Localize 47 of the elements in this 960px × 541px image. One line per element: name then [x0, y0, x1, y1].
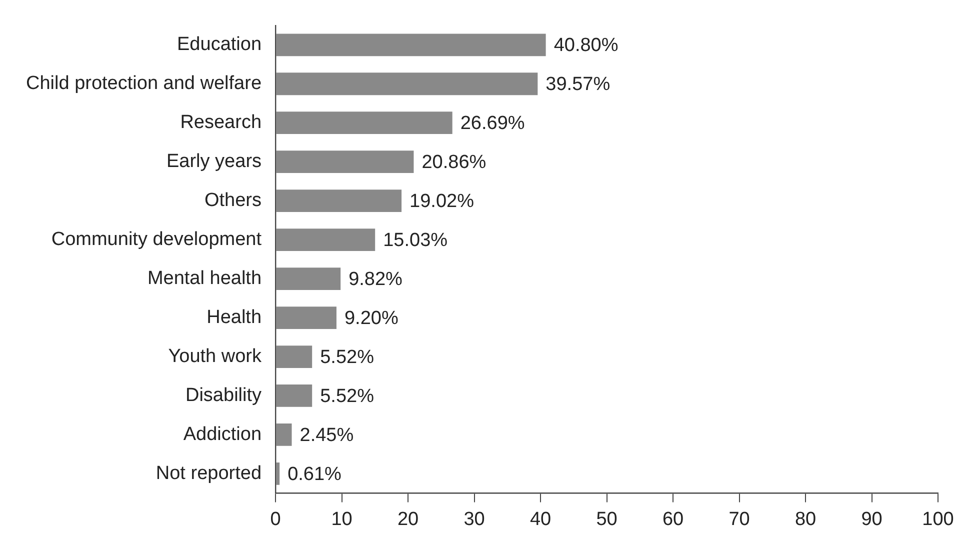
- y-tick-label: Child protection and welfare: [26, 73, 262, 94]
- x-tick-label: 50: [596, 508, 618, 530]
- data-label: 2.45%: [300, 424, 354, 446]
- x-tick-label: 70: [728, 508, 750, 530]
- x-tick-label: 10: [331, 508, 352, 530]
- bar: [276, 150, 414, 174]
- x-tick-label: 80: [794, 508, 816, 530]
- y-tick-label: Disability: [185, 384, 262, 406]
- bar: [276, 424, 292, 446]
- bar: [276, 462, 280, 485]
- data-label: 20.86%: [422, 152, 486, 174]
- x-tick-label: 0: [270, 508, 281, 530]
- data-label: 40.80%: [554, 35, 618, 56]
- bar: [276, 346, 312, 368]
- data-label: 9.20%: [344, 308, 398, 330]
- data-label: 39.57%: [546, 74, 610, 96]
- x-tick-label: 30: [464, 508, 485, 530]
- x-tick-label: 90: [861, 508, 882, 530]
- x-tick-label: 60: [662, 508, 684, 530]
- bar: [276, 72, 538, 96]
- y-tick-label: Others: [204, 190, 262, 212]
- y-tick-label: Education: [177, 34, 262, 56]
- data-label: 26.69%: [460, 113, 525, 134]
- y-tick-label: Health: [206, 307, 262, 328]
- data-label: 15.03%: [383, 230, 448, 252]
- data-label: 19.02%: [410, 191, 474, 212]
- bar: [276, 268, 341, 290]
- y-tick-label: Youth work: [168, 346, 262, 367]
- y-tick-label: Mental health: [147, 268, 262, 290]
- bar: [276, 112, 452, 134]
- data-label: 5.52%: [320, 346, 374, 368]
- y-tick-label: Early years: [166, 151, 262, 172]
- bar: [276, 190, 402, 212]
- data-label: 0.61%: [288, 464, 342, 485]
- y-tick-label: Community development: [51, 229, 262, 250]
- bar: [276, 228, 376, 251]
- data-label: 5.52%: [320, 386, 374, 407]
- x-tick-label: 20: [397, 508, 419, 530]
- y-tick-label: Not reported: [156, 462, 262, 484]
- bar: [276, 306, 336, 329]
- x-tick-label: 100: [922, 508, 954, 530]
- y-tick-label: Addiction: [183, 424, 262, 445]
- data-label: 9.82%: [348, 269, 403, 290]
- x-tick-label: 40: [530, 508, 552, 530]
- bar: [276, 34, 546, 56]
- y-tick-label: Research: [180, 112, 262, 134]
- bar: [276, 384, 312, 407]
